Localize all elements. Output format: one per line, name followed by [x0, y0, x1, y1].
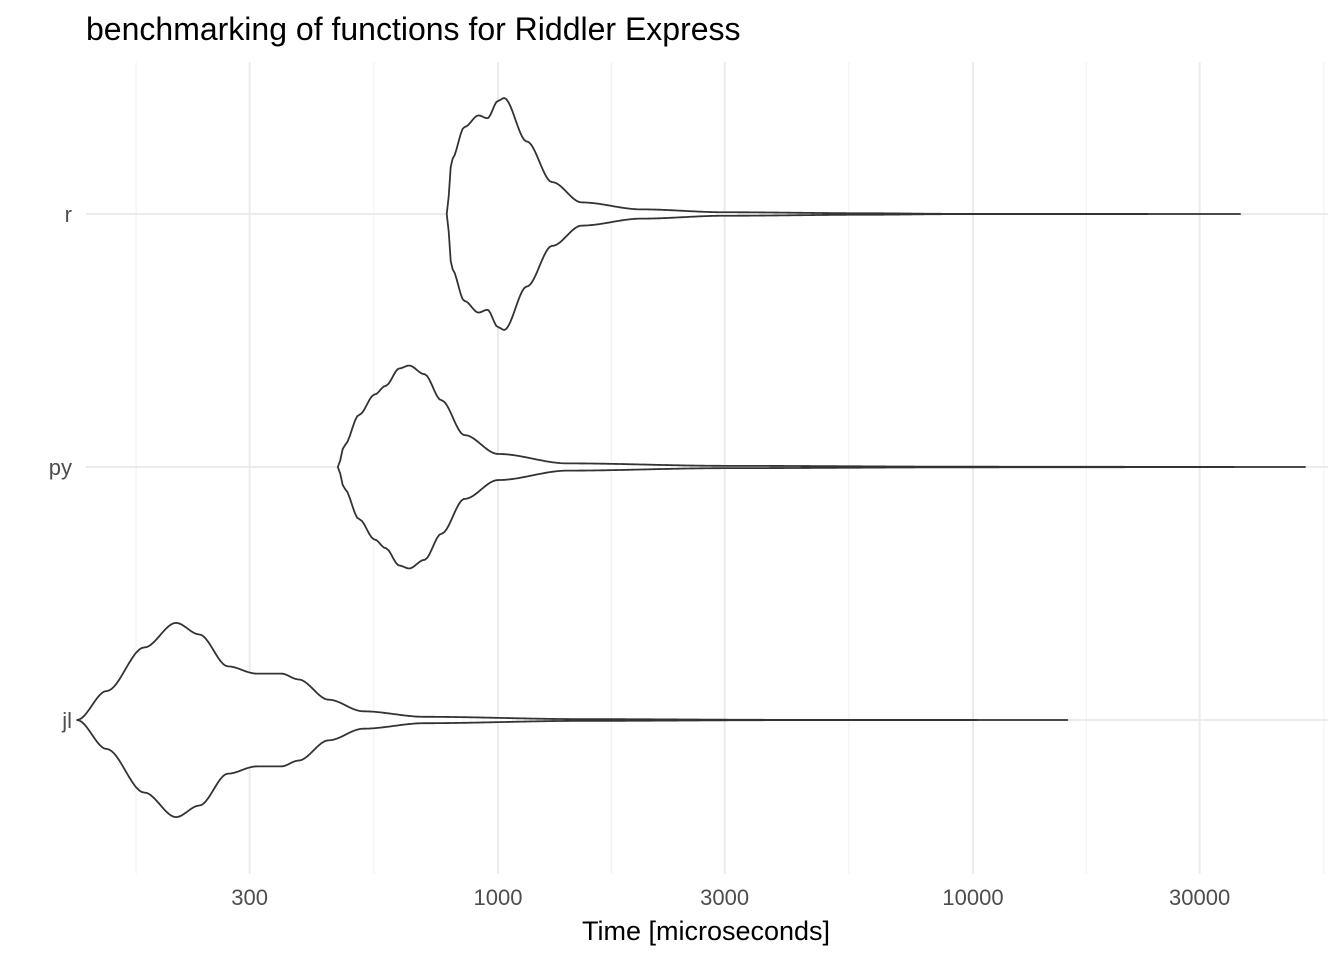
y-tick-label: jl [61, 708, 72, 733]
violin-py [336, 364, 1306, 570]
y-tick-label: r [65, 202, 72, 227]
x-tick-label: 3000 [700, 885, 749, 910]
x-tick-label: 30000 [1169, 885, 1230, 910]
x-tick-label: 1000 [474, 885, 523, 910]
y-tick-label: py [49, 455, 72, 480]
x-tick-label: 300 [231, 885, 268, 910]
x-tick-label: 10000 [942, 885, 1003, 910]
violin-jl [76, 621, 1069, 819]
chart-title: benchmarking of functions for Riddler Ex… [86, 11, 741, 47]
x-axis-title: Time [microseconds] [582, 916, 830, 946]
violin-r [445, 97, 1241, 331]
